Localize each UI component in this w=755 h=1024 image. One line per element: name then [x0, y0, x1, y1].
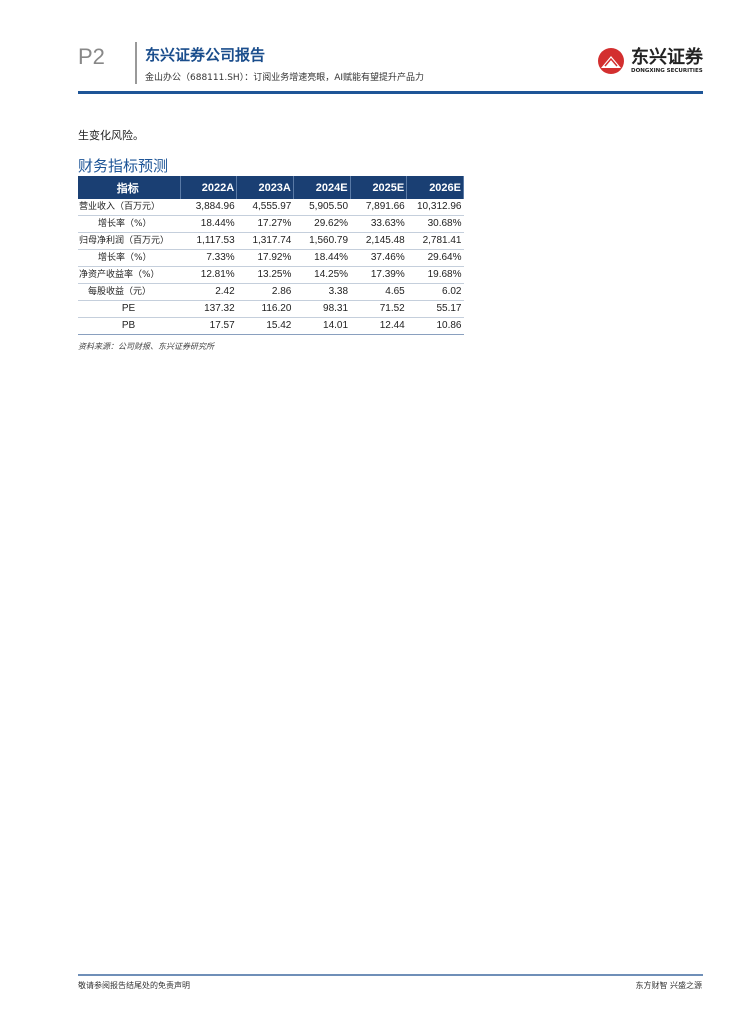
table-cell: 4,555.97 [236, 199, 294, 216]
table-row: PB 17.57 15.42 14.01 12.44 10.86 [78, 317, 464, 335]
table-cell: 10.86 [406, 317, 464, 335]
row-label: 营业收入（百万元） [78, 199, 180, 216]
table-cell: 2,145.48 [350, 232, 407, 250]
table-cell: 1,317.74 [236, 232, 294, 250]
row-label: 每股收益（元） [78, 283, 180, 301]
table-cell: 2.86 [236, 283, 294, 301]
table-cell: 13.25% [236, 266, 294, 284]
report-title: 东兴证券公司报告 [145, 46, 266, 64]
table-cell: 18.44% [180, 215, 237, 233]
row-label: 增长率（%） [78, 215, 180, 233]
row-label: PB [78, 317, 180, 335]
table-cell: 17.92% [236, 249, 294, 267]
table-row: 归母净利润（百万元） 1,117.53 1,317.74 1,560.79 2,145.… [78, 232, 464, 250]
table-cell: 55.17 [406, 300, 464, 318]
table-cell: 17.39% [350, 266, 407, 284]
table-cell: 37.46% [350, 249, 407, 267]
report-subtitle: 金山办公（688111.SH）：订阅业务增速亮眼，AI赋能有望提升产品力 [145, 73, 425, 83]
table-cell: 12.81% [180, 266, 237, 284]
page-number: P2 [78, 44, 105, 69]
table-cell: 18.44% [293, 249, 351, 267]
table-cell: 14.01 [293, 317, 351, 335]
table-header-row: 指标 2022A 2023A 2024E 2025E 2026E [78, 176, 464, 199]
column-header: 2024E [293, 176, 351, 199]
table-cell: 2,781.41 [406, 232, 464, 250]
financial-forecast-table: 指标 2022A 2023A 2024E 2025E 2026E 营业收入（百万元） 3,8… [78, 176, 464, 335]
table-cell: 137.32 [180, 300, 237, 318]
table-cell: 2.42 [180, 283, 237, 301]
table-cell: 29.62% [293, 215, 351, 233]
table-cell: 116.20 [236, 300, 294, 318]
company-logo: 东兴证券 DONGXING SECURITIES [596, 46, 703, 76]
table-cell: 1,117.53 [180, 232, 237, 250]
row-label: 净资产收益率（%） [78, 266, 180, 284]
footer-rule [78, 974, 703, 976]
table-row: 每股收益（元） 2.42 2.86 3.38 4.65 6.02 [78, 283, 464, 301]
table-cell: 19.68% [406, 266, 464, 284]
column-header: 2023A [236, 176, 294, 199]
table-cell: 7,891.66 [350, 199, 407, 216]
table-cell: 7.33% [180, 249, 237, 267]
table-cell: 3.38 [293, 283, 351, 301]
column-header: 2026E [406, 176, 464, 199]
header-rule [78, 91, 703, 94]
table-cell: 6.02 [406, 283, 464, 301]
table-row: 增长率（%） 18.44% 17.27% 29.62% 33.63% 30.68% [78, 215, 464, 233]
section-title: 财务指标预测 [78, 157, 169, 175]
logo-en: DONGXING SECURITIES [631, 68, 703, 74]
table-cell: 98.31 [293, 300, 351, 318]
logo-cn: 东兴证券 [631, 47, 703, 68]
table-cell: 15.42 [236, 317, 294, 335]
column-header: 2025E [350, 176, 408, 199]
disclaimer-note: 敬请参阅报告结尾处的免责声明 [78, 981, 190, 990]
table-block: 指标 2022A 2023A 2024E 2025E 2026E 营业收入（百万元） 3,8… [78, 176, 464, 352]
table-cell: 14.25% [293, 266, 351, 284]
row-label: PE [78, 300, 180, 318]
source-note: 资料来源：公司财报、东兴证券研究所 [78, 342, 214, 351]
table-cell: 5,905.50 [293, 199, 351, 216]
table-row: 营业收入（百万元） 3,884.96 4,555.97 5,905.50 7,891.6… [78, 199, 464, 216]
logo-emblem-icon [598, 48, 624, 74]
table-cell: 12.44 [350, 317, 407, 335]
header-divider [135, 42, 137, 84]
table-cell: 17.57 [180, 317, 237, 335]
table-cell: 71.52 [350, 300, 407, 318]
intro-text: 生变化风险。 [78, 129, 144, 142]
table-cell: 29.64% [406, 249, 464, 267]
slogan: 东方财智 兴盛之源 [635, 981, 702, 990]
table-row: PE 137.32 116.20 98.31 71.52 55.17 [78, 300, 464, 318]
table-cell: 17.27% [236, 215, 294, 233]
table-cell: 1,560.79 [293, 232, 351, 250]
row-label: 增长率（%） [78, 249, 180, 267]
table-cell: 10,312.96 [406, 199, 464, 216]
table-row: 增长率（%） 7.33% 17.92% 18.44% 37.46% 29.64% [78, 249, 464, 267]
table-cell: 3,884.96 [180, 199, 237, 216]
column-header: 2022A [180, 176, 238, 199]
table-row: 净资产收益率（%） 12.81% 13.25% 14.25% 17.39% 19.68% [78, 266, 464, 284]
table-cell: 4.65 [350, 283, 407, 301]
table-cell: 30.68% [406, 215, 464, 233]
table-cell: 33.63% [350, 215, 407, 233]
column-header: 指标 [78, 176, 181, 199]
row-label: 归母净利润（百万元） [78, 232, 180, 250]
